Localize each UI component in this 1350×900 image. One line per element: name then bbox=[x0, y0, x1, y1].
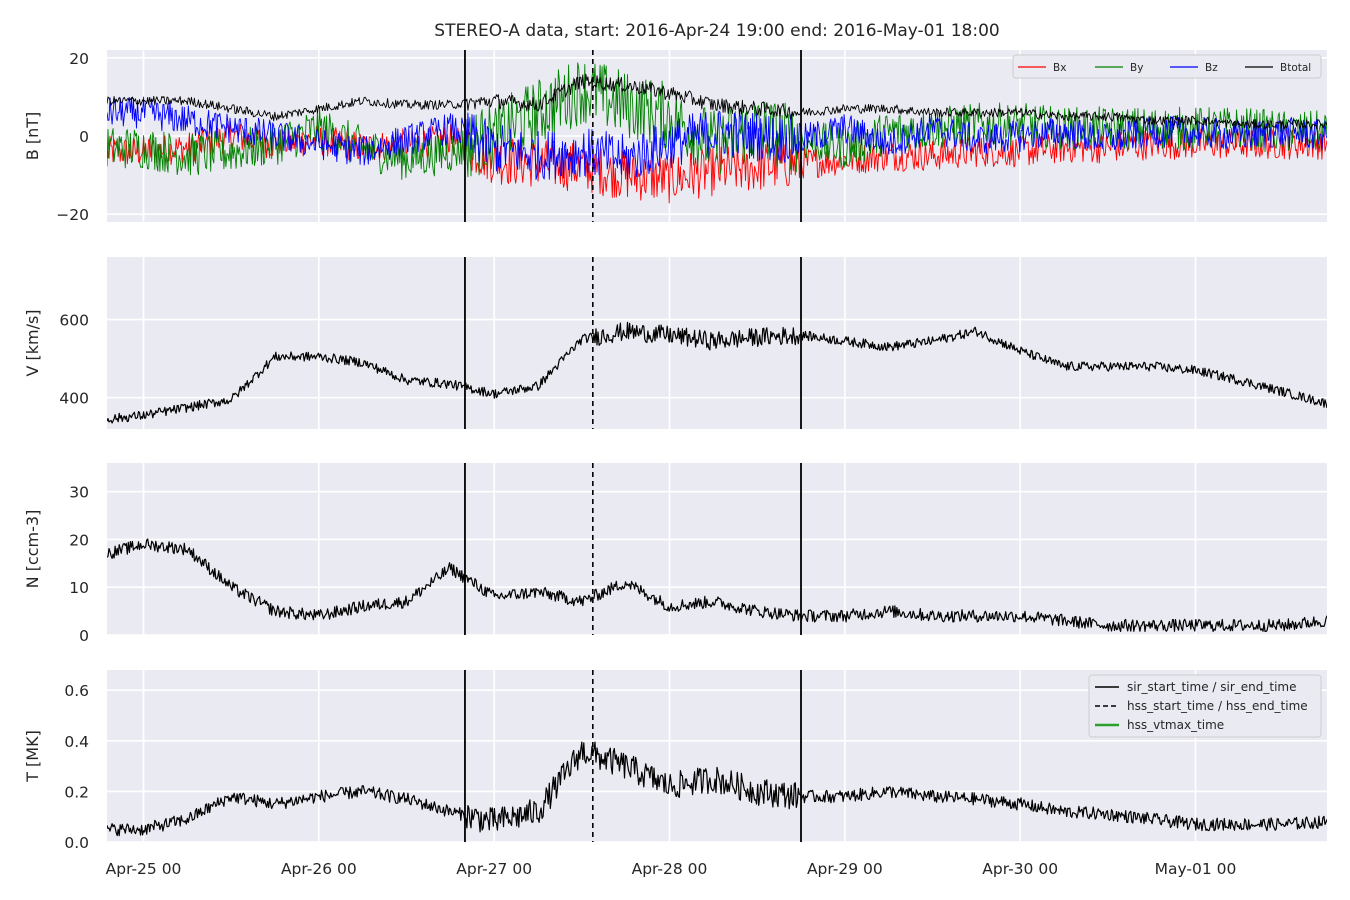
y-axis-label-N: N [ccm-3] bbox=[23, 510, 42, 589]
panel-B: −20 0 20 B [nT] Bx By Bz Btotal bbox=[23, 50, 1327, 224]
y-axis-label-V: V [km/s] bbox=[23, 309, 42, 376]
legend-T-box bbox=[1088, 674, 1322, 738]
series-group-B bbox=[107, 62, 1327, 204]
series-line-B-By bbox=[107, 62, 1327, 180]
legend-B-label-By: By bbox=[1130, 62, 1143, 74]
series-line-V-V bbox=[107, 321, 1327, 424]
x-axis-tick-labels: Apr-25 00 Apr-26 00 Apr-27 00 Apr-28 00 Apr-… bbox=[106, 860, 1237, 878]
x-tick-label-5: Apr-30 00 bbox=[982, 860, 1058, 878]
series-line-N-N bbox=[107, 538, 1327, 633]
series-group-V bbox=[107, 321, 1327, 424]
y-tick-label-N-3: 30 bbox=[69, 484, 89, 502]
legend-T-label-2: hss_vtmax_time bbox=[1127, 718, 1224, 732]
series-line-T-T bbox=[107, 741, 1327, 837]
y-tick-label-B-0: −20 bbox=[56, 206, 89, 224]
series-group-T bbox=[107, 741, 1327, 837]
x-tick-label-4: Apr-29 00 bbox=[807, 860, 883, 878]
x-tick-label-0: Apr-25 00 bbox=[106, 860, 182, 878]
series-line-B-Btotal bbox=[107, 73, 1327, 130]
legend-T-label-1: hss_start_time / hss_end_time bbox=[1127, 699, 1308, 713]
x-tick-label-2: Apr-27 00 bbox=[456, 860, 532, 878]
legend-B-box bbox=[1012, 54, 1322, 79]
series-group-N bbox=[107, 538, 1327, 633]
panel-V: 400 600 V [km/s] bbox=[23, 257, 1327, 429]
panel-T: 0.0 0.2 0.4 0.6 T [MK] sir_start_time / sir_e… bbox=[23, 670, 1327, 852]
legend-B: Bx By Bz Btotal bbox=[1012, 54, 1322, 79]
y-tick-label-N-1: 10 bbox=[69, 579, 89, 597]
y-tick-label-T-0: 0.0 bbox=[64, 834, 89, 852]
y-tick-label-T-1: 0.2 bbox=[64, 783, 89, 801]
y-tick-label-T-2: 0.4 bbox=[64, 733, 89, 751]
y-tick-label-N-2: 20 bbox=[69, 531, 89, 549]
y-axis-label-B: B [nT] bbox=[23, 112, 42, 160]
x-tick-label-1: Apr-26 00 bbox=[281, 860, 357, 878]
legend-B-label-Btotal: Btotal bbox=[1280, 62, 1311, 74]
y-tick-label-V-1: 600 bbox=[59, 312, 89, 330]
legend-T: sir_start_time / sir_end_time hss_start_t… bbox=[1088, 674, 1322, 738]
x-tick-label-3: Apr-28 00 bbox=[632, 860, 708, 878]
series-line-B-Bz bbox=[107, 96, 1327, 180]
y-tick-label-V-0: 400 bbox=[59, 390, 89, 408]
y-tick-label-B-1: 0 bbox=[79, 128, 89, 146]
y-tick-label-T-3: 0.6 bbox=[64, 682, 89, 700]
y-tick-label-B-2: 20 bbox=[69, 50, 89, 68]
legend-B-label-Bz: Bz bbox=[1205, 62, 1218, 74]
panel-N: 0 10 20 30 N [ccm-3] bbox=[23, 463, 1327, 645]
legend-T-label-0: sir_start_time / sir_end_time bbox=[1127, 680, 1297, 694]
legend-B-label-Bx: Bx bbox=[1053, 62, 1066, 74]
x-tick-label-6: May-01 00 bbox=[1155, 860, 1237, 878]
panels: −20 0 20 B [nT] Bx By Bz Btotal 400 600 V [km/s] 0 1… bbox=[23, 50, 1327, 852]
y-tick-label-N-0: 0 bbox=[79, 627, 89, 645]
y-axis-label-T: T [MK] bbox=[23, 730, 42, 783]
figure-title: STEREO-A data, start: 2016-Apr-24 19:00 … bbox=[434, 21, 999, 41]
